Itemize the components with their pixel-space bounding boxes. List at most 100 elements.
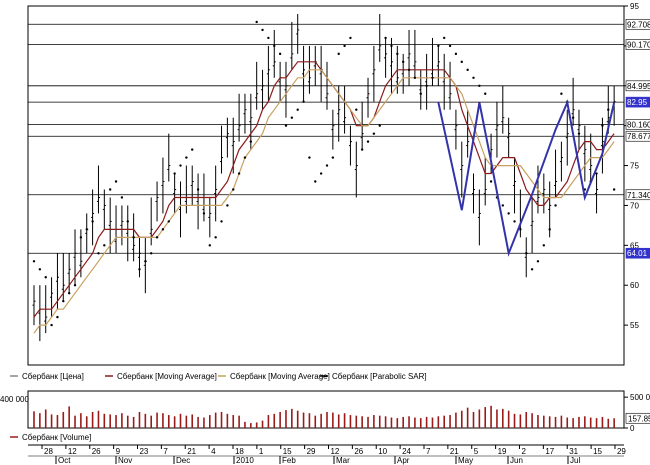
sar-dot [448,44,452,48]
sar-dot [489,180,493,183]
sar-dot [126,220,129,223]
sar-dot [413,76,417,80]
volume-tick-label: 500 000 [630,393,650,402]
date-axis: 28 12 26 9 23 7 21 4 18 1 15 29 12 26 10 24 7 21 5 19 2 17 31 1… [28,444,626,465]
sar-dot [466,68,469,72]
sar-dot [296,108,299,111]
sar-dot [56,315,59,319]
volume-current-label: 157.85 [628,414,650,423]
moving-average-line [33,69,615,334]
sar-dot [460,60,463,64]
sar-dot [384,36,387,40]
sar-dot [355,108,358,111]
sar-dot [150,252,153,255]
sar-dot [44,276,47,279]
date-tick-label: 15 [283,447,292,456]
date-tick-label: 7 [426,447,431,456]
legend-entry: Сбербанк [Moving Average] [117,372,217,381]
sar-dot [390,44,393,48]
month-label: Jul [570,456,580,465]
sar-dot [360,148,364,151]
legend-entry: Сбербанк [Цена] [22,372,84,381]
month-label: Dec [176,456,190,465]
sar-dot [542,244,546,247]
date-tick-label: 29 [617,447,626,456]
sar-dot [560,92,563,95]
sar-dot [255,20,258,24]
volume-left-tick-label: 400 000 [0,395,29,404]
sar-dot [612,188,616,191]
sar-dot [378,124,381,127]
sar-dot [185,156,188,159]
price-legend: Сбербанк [Цена] Сбербанк [Moving Average]… [0,366,650,383]
volume-panel: 500 000 0 400 000 157.85 [0,390,650,433]
sar-dot [431,76,434,80]
sar-dot [261,28,264,32]
date-tick-label: 5 [474,447,479,456]
volume-plot-area [27,390,625,429]
y-tick-label: 55 [630,321,639,330]
date-tick-label: 2 [521,447,526,456]
sar-dot [196,188,200,191]
sar-dot [237,172,241,175]
sar-dot [144,260,147,263]
sar-dot [67,292,71,295]
month-label: May [458,456,473,465]
sar-dot [577,132,581,135]
sar-dot [419,92,422,95]
y-tick-label: 75 [630,162,639,171]
date-tick-label: 23 [139,447,148,456]
sar-dot [319,172,323,175]
date-tick-label: 26 [354,447,363,456]
level-label: 92.708 [627,20,650,29]
sar-dot [401,60,405,64]
sar-dot [478,84,481,87]
sar-dot [138,268,141,271]
date-tick-label: 1 [259,447,264,456]
sar-dot [325,164,329,167]
level-label-box [625,96,650,108]
sar-dot [85,228,88,231]
date-tick-label: 15 [593,447,602,456]
level-label-box [625,80,650,92]
sar-dot [249,140,253,143]
sar-dot [167,220,170,223]
sar-dot [513,220,516,223]
sar-dot [179,164,182,167]
date-tick-label: 12 [68,447,77,456]
y-tick-label: 65 [630,241,639,250]
sar-dot [290,116,294,119]
level-label: 90.170 [627,41,650,50]
volume-legend: Сбербанк [Volume] [10,433,91,442]
sar-dot [366,140,370,143]
month-label: Jun [510,456,523,465]
sar-dot [554,204,557,207]
sar-dot [337,52,340,56]
sar-dot [308,156,311,159]
sar-dot [472,76,475,80]
sar-dot [536,260,540,263]
sar-dot [530,268,534,271]
sar-dot [484,92,487,95]
sar-dot [50,323,53,327]
month-label: Mar [336,456,350,465]
sar-dot [284,124,288,127]
sar-dot [108,188,112,191]
date-tick-label: 4 [211,447,216,456]
date-tick-label: 21 [450,447,459,456]
date-tick-label: 26 [92,447,101,456]
level-label-box [625,39,650,50]
sar-dot [443,36,446,40]
date-tick-label: 21 [187,447,196,456]
sar-dot [507,212,510,215]
date-tick-label: 24 [402,447,411,456]
sar-dot [343,44,346,48]
sar-dot [214,236,217,239]
sar-dot [62,299,65,303]
sar-dot [208,244,211,247]
sar-dot [191,148,194,151]
sar-dot [349,36,352,40]
sar-dot [79,236,83,239]
sar-dot [232,188,235,191]
sar-dot [161,228,165,231]
